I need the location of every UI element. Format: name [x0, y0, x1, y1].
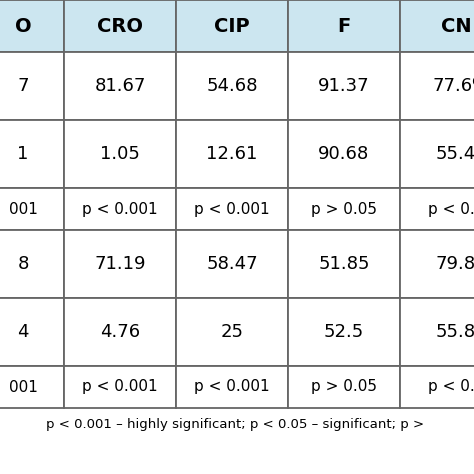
Bar: [288, 52, 400, 120]
Bar: [0, 188, 64, 230]
Text: 54.68: 54.68: [206, 77, 258, 95]
Bar: [288, 298, 400, 366]
Text: CN: CN: [441, 17, 471, 36]
Bar: [176, 52, 288, 120]
Text: 25: 25: [220, 323, 244, 341]
Bar: [0, 366, 64, 408]
Bar: [288, 188, 400, 230]
Bar: [64, 188, 176, 230]
Text: p < 0.001: p < 0.001: [194, 380, 270, 394]
Text: p < 0.001: p < 0.001: [82, 380, 158, 394]
Text: 55.8: 55.8: [436, 323, 474, 341]
Bar: [400, 120, 474, 188]
Text: 1: 1: [18, 145, 29, 163]
Bar: [176, 188, 288, 230]
Text: 81.67: 81.67: [94, 77, 146, 95]
Bar: [64, 120, 176, 188]
Bar: [288, 230, 400, 298]
Text: F: F: [337, 17, 351, 36]
Text: O: O: [15, 17, 31, 36]
Text: 77.6⁶: 77.6⁶: [432, 77, 474, 95]
Bar: [64, 52, 176, 120]
Text: 58.47: 58.47: [206, 255, 258, 273]
Text: p < 0.0: p < 0.0: [428, 201, 474, 217]
Text: 55.4: 55.4: [436, 145, 474, 163]
Text: 8: 8: [18, 255, 29, 273]
Bar: [64, 0, 176, 52]
Bar: [176, 298, 288, 366]
Text: 1.05: 1.05: [100, 145, 140, 163]
Bar: [0, 230, 64, 298]
Bar: [288, 120, 400, 188]
Bar: [0, 298, 64, 366]
Text: 71.19: 71.19: [94, 255, 146, 273]
Text: 52.5: 52.5: [324, 323, 364, 341]
Text: 51.85: 51.85: [318, 255, 370, 273]
Text: p < 0.001: p < 0.001: [82, 201, 158, 217]
Bar: [0, 0, 64, 52]
Text: p < 0.001 – highly significant; p < 0.05 – significant; p >: p < 0.001 – highly significant; p < 0.05…: [46, 418, 424, 431]
Text: CRO: CRO: [97, 17, 143, 36]
Text: 79.8: 79.8: [436, 255, 474, 273]
Bar: [64, 298, 176, 366]
Text: 91.37: 91.37: [318, 77, 370, 95]
Bar: [0, 52, 64, 120]
Text: 7: 7: [17, 77, 29, 95]
Bar: [400, 298, 474, 366]
Bar: [400, 366, 474, 408]
Text: 001: 001: [9, 201, 37, 217]
Bar: [0, 120, 64, 188]
Text: CIP: CIP: [214, 17, 250, 36]
Text: 4.76: 4.76: [100, 323, 140, 341]
Text: p > 0.05: p > 0.05: [311, 380, 377, 394]
Bar: [176, 366, 288, 408]
Bar: [400, 0, 474, 52]
Bar: [176, 230, 288, 298]
Text: p > 0.05: p > 0.05: [311, 201, 377, 217]
Text: p < 0.0: p < 0.0: [428, 380, 474, 394]
Bar: [176, 120, 288, 188]
Text: 001: 001: [9, 380, 37, 394]
Bar: [400, 52, 474, 120]
Text: 12.61: 12.61: [206, 145, 258, 163]
Text: 4: 4: [17, 323, 29, 341]
Bar: [400, 230, 474, 298]
Bar: [288, 366, 400, 408]
Text: p < 0.001: p < 0.001: [194, 201, 270, 217]
Text: 90.68: 90.68: [319, 145, 370, 163]
Bar: [64, 230, 176, 298]
Bar: [176, 0, 288, 52]
Bar: [64, 366, 176, 408]
Bar: [288, 0, 400, 52]
Bar: [400, 188, 474, 230]
